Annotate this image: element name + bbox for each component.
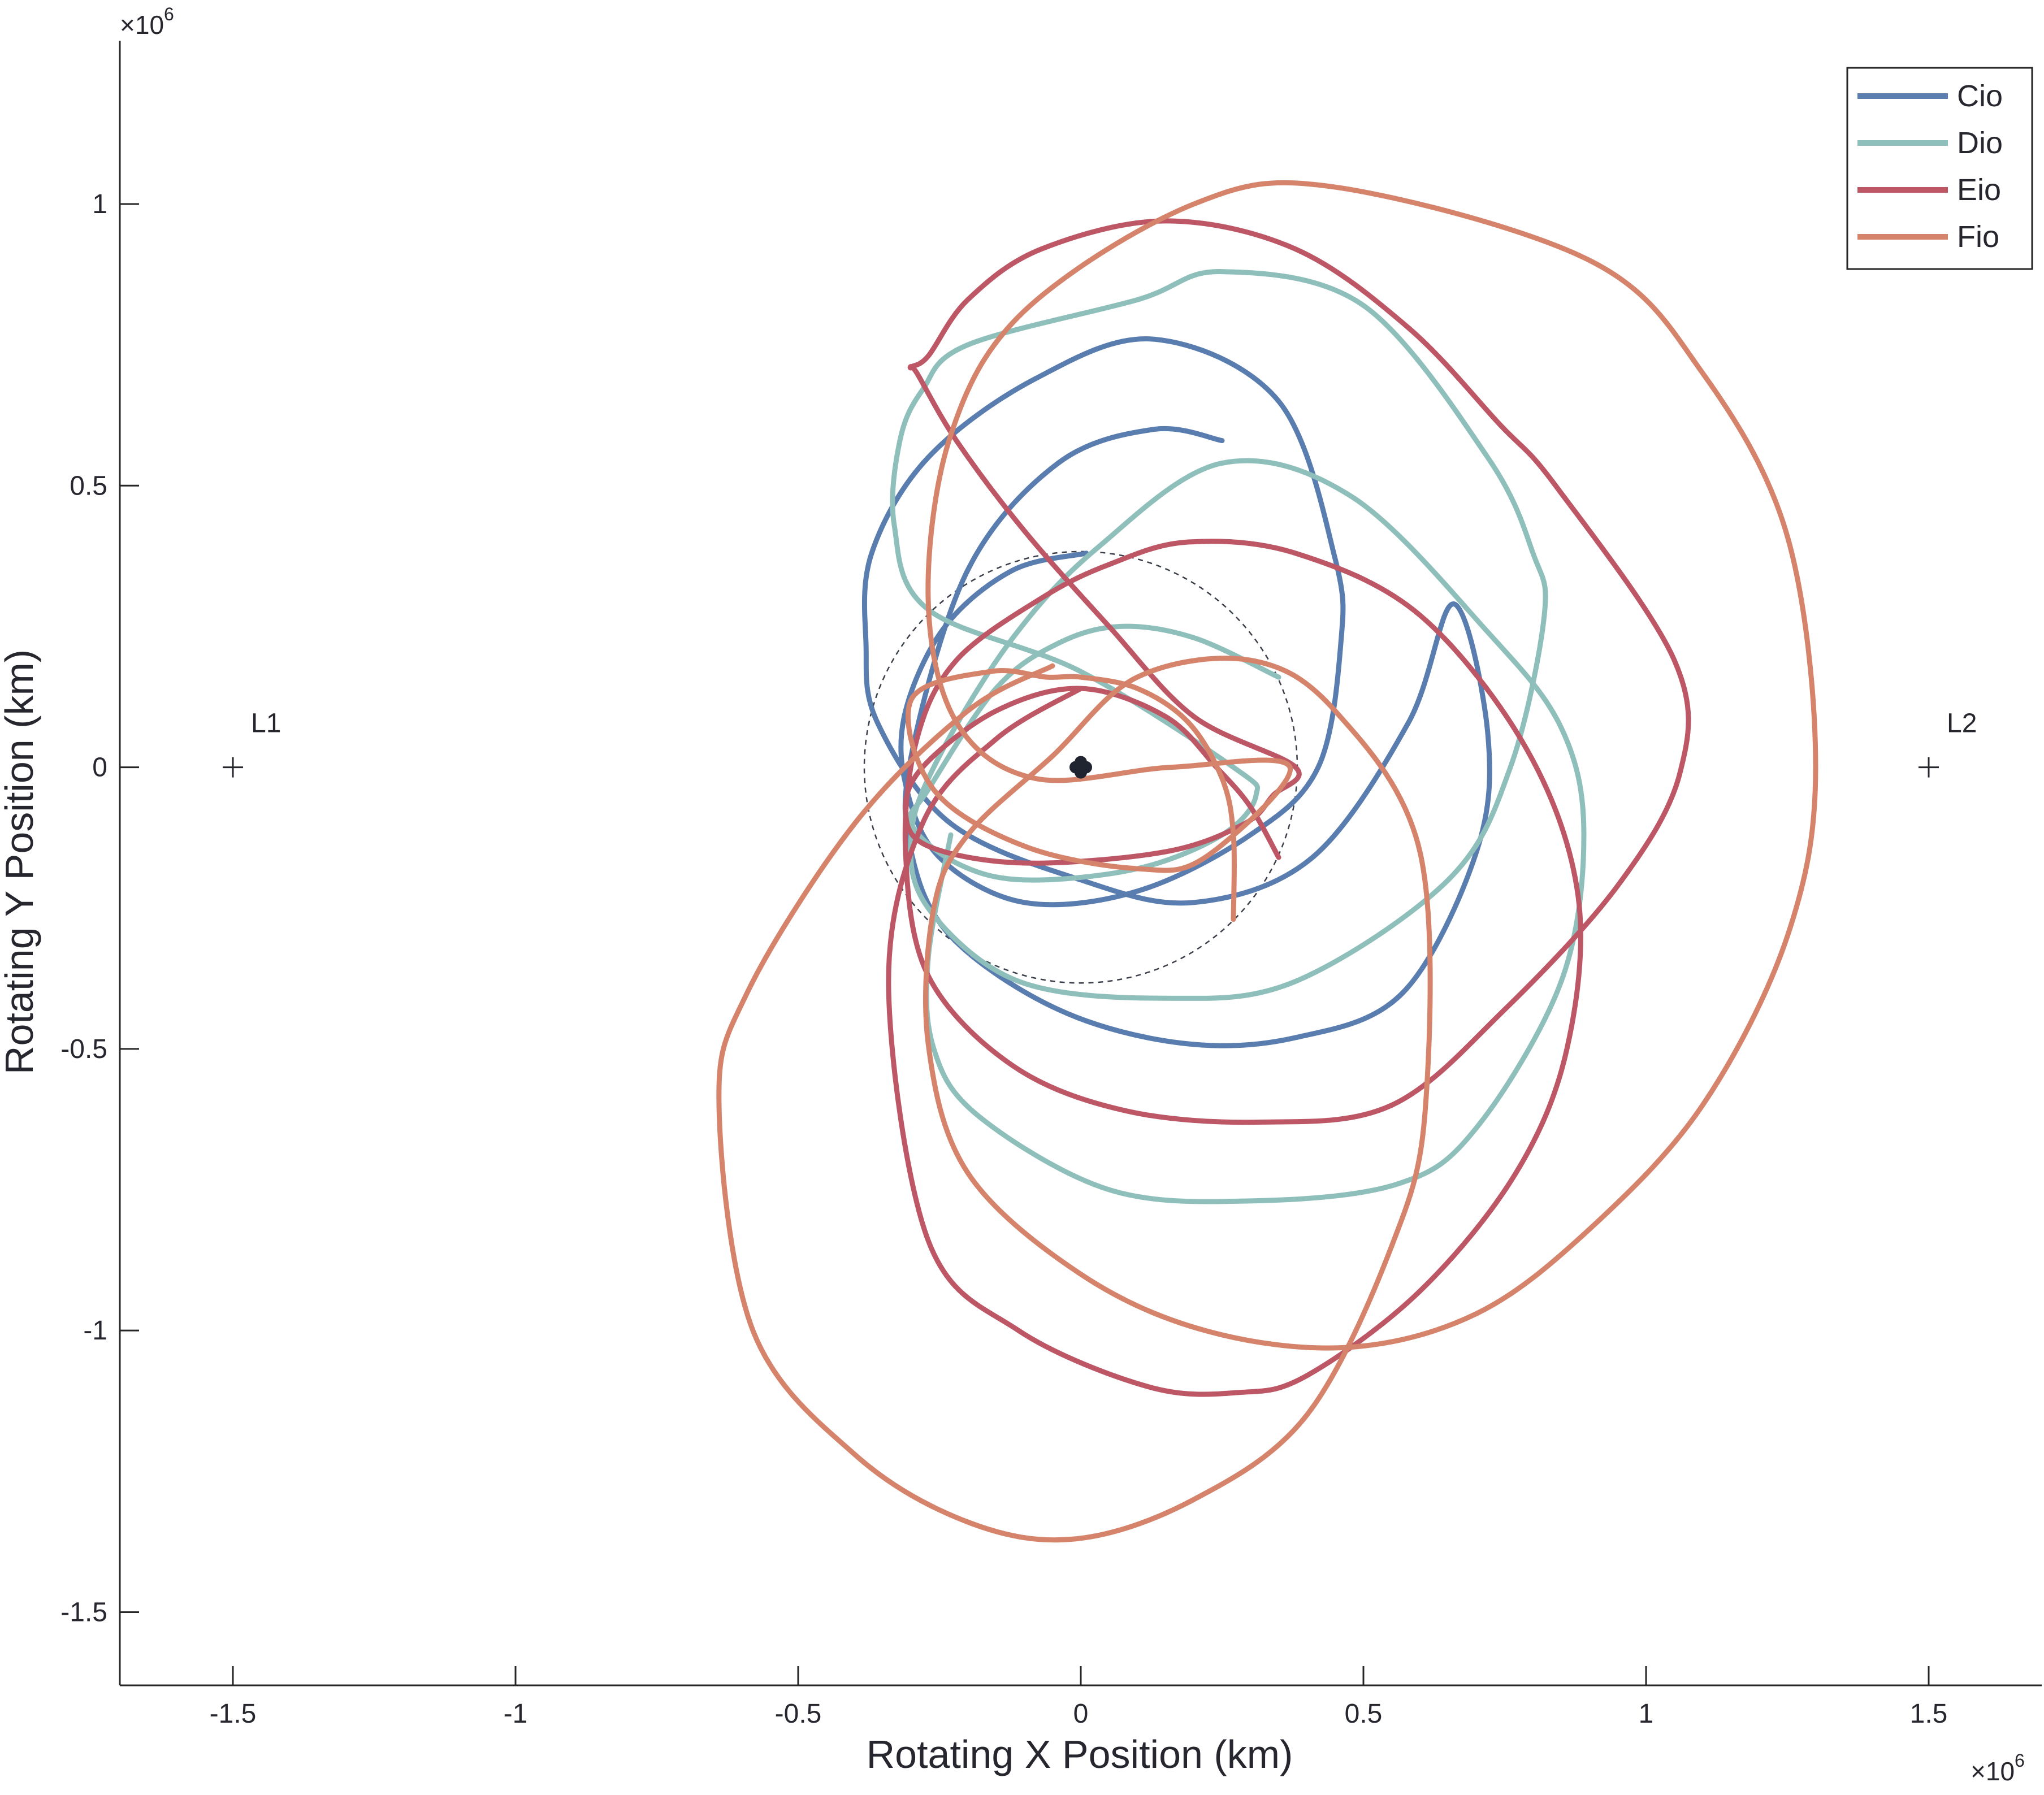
- x-tick-label: -1: [504, 1699, 528, 1729]
- central-body-marker: [1080, 761, 1092, 774]
- legend-label: Fio: [1957, 220, 1999, 254]
- x-tick-label: 1.5: [1910, 1699, 1948, 1729]
- y-tick-label: -1.5: [60, 1597, 107, 1627]
- y-tick-label: -0.5: [60, 1034, 107, 1064]
- y-axis-exponent: ×106: [120, 4, 174, 40]
- x-axis-exponent: ×106: [1971, 1750, 2025, 1786]
- legend-label: Dio: [1957, 126, 2003, 160]
- x-axis-label: Rotating X Position (km): [867, 1732, 1293, 1776]
- x-tick-label: 0: [1073, 1699, 1089, 1729]
- y-tick-label: -1: [83, 1316, 107, 1346]
- series-line-fio: [716, 180, 1818, 1543]
- x-tick-label: 1: [1639, 1699, 1654, 1729]
- central-body-marker: [1069, 761, 1082, 774]
- x-tick-label: 0.5: [1345, 1699, 1383, 1729]
- series-line-dio: [890, 269, 1587, 1204]
- y-tick-label: 1: [92, 189, 107, 219]
- lagrange-point-label: L2: [1947, 709, 1977, 739]
- x-tick-label: -1.5: [210, 1699, 257, 1729]
- lagrange-point-label: L1: [251, 709, 281, 739]
- y-tick-label: 0.5: [70, 471, 107, 501]
- x-tick-label: -0.5: [775, 1699, 822, 1729]
- legend-label: Cio: [1957, 79, 2003, 113]
- y-tick-label: 0: [92, 753, 107, 783]
- legend-label: Eio: [1957, 173, 2001, 207]
- y-axis-label: Rotating Y Position (km): [0, 649, 41, 1074]
